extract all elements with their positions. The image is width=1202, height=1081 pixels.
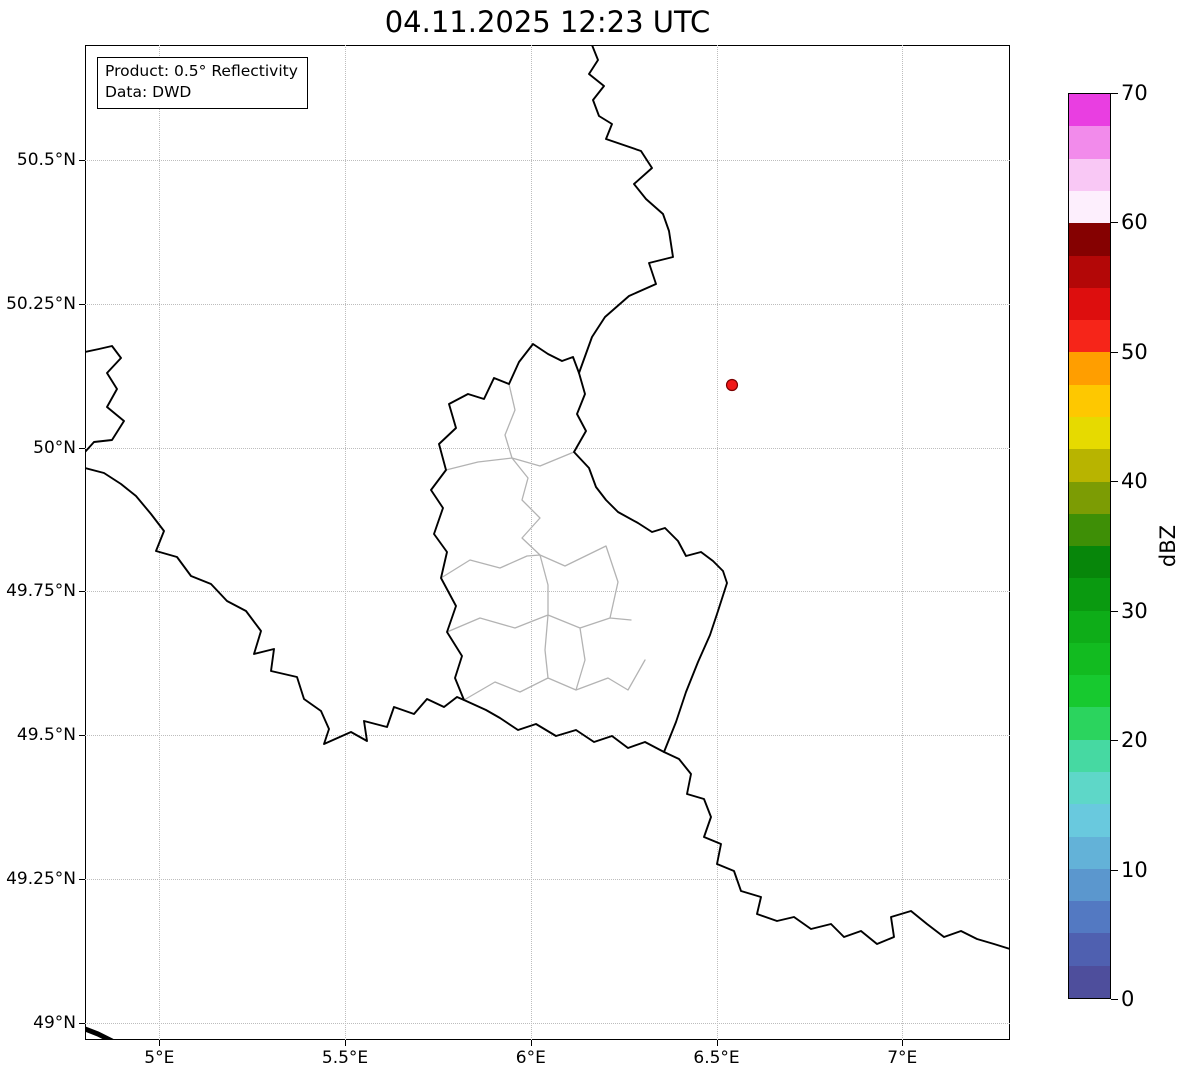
colorbar-segment [1069,513,1110,547]
colorbar-segment [1069,255,1110,288]
y-tick-label: 49.75°N [6,581,76,602]
colorbar-segment [1069,384,1110,417]
y-tick-mark [79,735,85,737]
grid-line-vertical [902,45,904,1040]
colorbar-segment [1069,933,1110,966]
y-tick-mark [79,1022,85,1024]
y-tick-label: 50.25°N [6,293,76,314]
grid-line-horizontal [85,303,1010,305]
colorbar-tick-mark [1111,93,1118,94]
x-tick-mark [345,1040,347,1046]
colorbar-tick-mark [1111,481,1118,483]
colorbar-segment [1069,287,1110,321]
colorbar-segment [1069,707,1110,740]
colorbar-segment [1069,481,1110,514]
border-france-germany [663,751,1010,950]
colorbar-segment [1069,416,1110,450]
grid-line-horizontal [85,447,1010,449]
border-belgium-germany [578,45,674,374]
colorbar-segment [1069,868,1110,902]
annotation-product: Product: 0.5° Reflectivity [105,62,298,80]
grid-line-horizontal [85,160,1010,162]
x-tick-mark [902,1040,904,1046]
y-tick-mark [79,447,85,449]
colorbar-segment [1069,126,1110,159]
colorbar-segment [1069,320,1110,353]
colorbar-segment [1069,449,1110,482]
colorbar-segment [1069,739,1110,773]
luxembourg-canton-borders [440,383,646,701]
colorbar-axis-label: dBZ [1156,524,1180,568]
colorbar-segment [1069,772,1110,805]
y-tick-label: 49.25°N [6,868,76,889]
x-tick-mark [716,1040,718,1046]
grid-line-vertical [530,45,532,1040]
y-tick-label: 49.5°N [16,725,76,746]
colorbar-segment [1069,158,1110,191]
colorbar-tick-label: 70 [1121,81,1148,105]
grid-line-horizontal [85,735,1010,737]
colorbar-tick-label: 0 [1121,987,1135,1011]
colorbar-gradient [1068,93,1111,999]
colorbar-tick-label: 40 [1121,469,1148,494]
y-tick-mark [79,591,85,593]
colorbar-tick-mark [1111,610,1118,612]
colorbar-tick-label: 20 [1121,728,1148,753]
colorbar-tick-mark [1111,351,1118,353]
map-borders [85,45,1010,1040]
y-tick-label: 49°N [33,1012,76,1033]
figure-title: 04.11.2025 12:23 UTC [384,5,711,39]
colorbar-tick-mark [1111,740,1118,742]
x-tick-label: 6.5°E [693,1048,740,1068]
colorbar-segment [1069,965,1110,998]
annotation-source: Data: DWD [105,82,192,101]
x-tick-label: 5.5°E [321,1048,369,1068]
colorbar-segment [1069,94,1110,127]
map-plot-area [85,45,1010,1040]
colorbar-segment [1069,675,1110,708]
border-meuse-pocket [85,345,125,453]
colorbar-segment [1069,836,1110,869]
colorbar-segment [1069,223,1110,256]
grid-line-vertical [345,45,347,1040]
colorbar-tick-mark [1111,999,1118,1000]
border-france-belgium [85,467,465,745]
colorbar-segment [1069,352,1110,385]
x-tick-mark [530,1040,532,1046]
x-tick-label: 7°E [887,1048,918,1068]
colorbar-tick-label: 30 [1121,598,1148,623]
product-annotation-box: Product: 0.5° Reflectivity Data: DWD [97,57,308,109]
colorbar-tick-mark [1111,222,1118,224]
y-tick-mark [79,303,85,305]
grid-line-horizontal [85,1022,1010,1024]
y-tick-mark [79,878,85,880]
y-tick-mark [79,160,85,162]
grid-line-horizontal [85,878,1010,880]
colorbar-segment [1069,546,1110,579]
colorbar-tick-label: 10 [1121,857,1148,882]
colorbar-tick-label: 60 [1121,210,1148,235]
colorbar-segment [1069,642,1110,676]
y-tick-label: 50°N [33,437,76,458]
colorbar-segment [1069,901,1110,934]
y-tick-label: 50.5°N [16,150,76,171]
x-tick-mark [159,1040,161,1046]
grid-line-vertical [716,45,718,1040]
border-luxembourg [430,343,728,753]
x-tick-label: 5°E [144,1048,175,1068]
colorbar-tick-mark [1111,869,1118,871]
border-corner-fragment [85,1026,115,1040]
colorbar-segment [1069,804,1110,837]
colorbar-segment [1069,190,1110,224]
colorbar-segment [1069,610,1110,643]
x-tick-label: 6°E [515,1048,546,1068]
radar-site-marker [725,378,739,392]
colorbar-segment [1069,578,1110,611]
colorbar-tick-label: 50 [1121,339,1148,364]
